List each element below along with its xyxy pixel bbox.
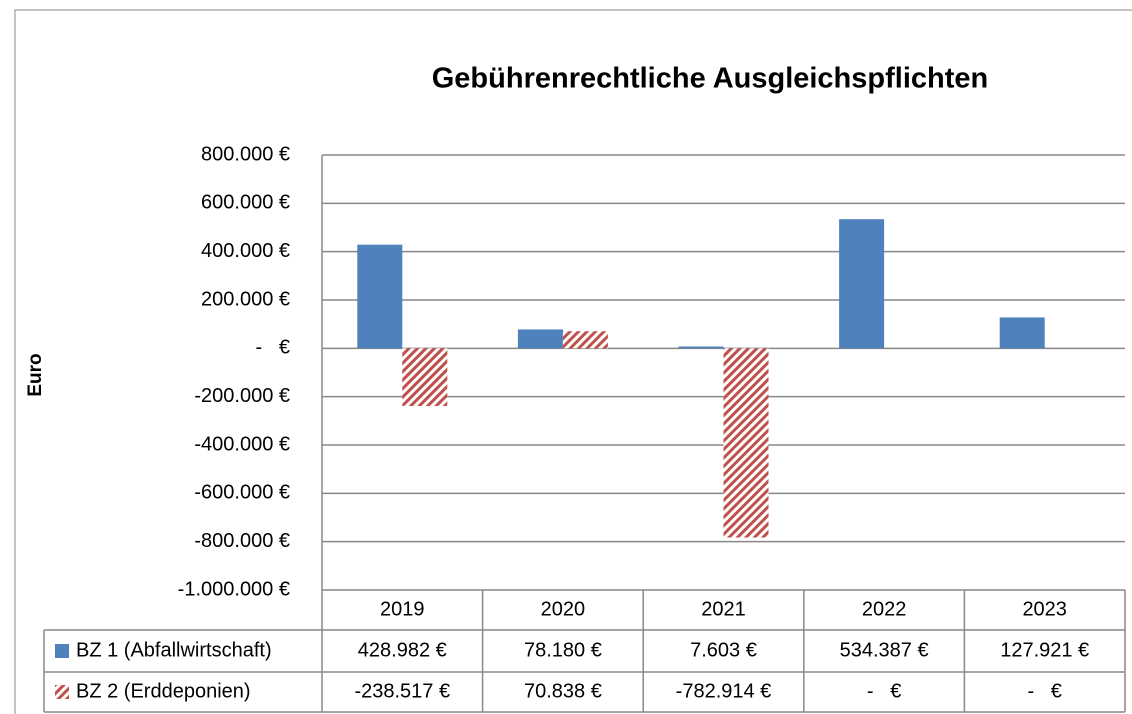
bar bbox=[357, 244, 403, 349]
table-cell: 534.387 € bbox=[840, 639, 929, 661]
table-cell: - € bbox=[1027, 680, 1061, 702]
legend-label: BZ 1 (Abfallwirtschaft) bbox=[76, 639, 272, 661]
y-tick-label: 200.000 € bbox=[201, 288, 290, 310]
x-tick-label: 2019 bbox=[380, 598, 425, 620]
y-tick-label: 800.000 € bbox=[201, 143, 290, 165]
x-tick-label: 2022 bbox=[862, 598, 907, 620]
x-tick-label: 2021 bbox=[701, 598, 746, 620]
table-cell: 70.838 € bbox=[524, 680, 602, 702]
y-tick-label: -400.000 € bbox=[194, 433, 290, 455]
table-cell: -782.914 € bbox=[676, 680, 772, 702]
bar bbox=[839, 219, 885, 349]
y-tick-label: 600.000 € bbox=[201, 192, 290, 214]
table-cell: 127.921 € bbox=[1000, 639, 1089, 661]
table-cell: -238.517 € bbox=[354, 680, 450, 702]
bar bbox=[999, 317, 1045, 349]
y-tick-label: -800.000 € bbox=[194, 530, 290, 552]
bar bbox=[678, 346, 724, 349]
y-tick-label: - € bbox=[256, 337, 290, 359]
bar bbox=[562, 331, 608, 349]
bar bbox=[723, 348, 769, 538]
y-axis-label: Euro bbox=[25, 353, 46, 396]
chart-border bbox=[14, 9, 1132, 714]
y-tick-label: 400.000 € bbox=[201, 240, 290, 262]
y-tick-label: -1.000.000 € bbox=[178, 578, 290, 600]
legend-key bbox=[55, 685, 69, 699]
table-cell: 78.180 € bbox=[524, 639, 602, 661]
bar bbox=[517, 329, 563, 349]
bar bbox=[402, 348, 448, 406]
x-tick-label: 2023 bbox=[1022, 598, 1067, 620]
table-cell: 7.603 € bbox=[690, 639, 757, 661]
table-cell: 428.982 € bbox=[358, 639, 447, 661]
chart-title: Gebührenrechtliche Ausgleichspflichten bbox=[432, 63, 988, 95]
x-tick-label: 2020 bbox=[541, 598, 586, 620]
y-tick-label: -600.000 € bbox=[194, 482, 290, 504]
y-tick-label: -200.000 € bbox=[194, 385, 290, 407]
legend-key bbox=[55, 644, 69, 658]
legend-label: BZ 2 (Erddeponien) bbox=[76, 680, 251, 702]
table-cell: - € bbox=[867, 680, 901, 702]
